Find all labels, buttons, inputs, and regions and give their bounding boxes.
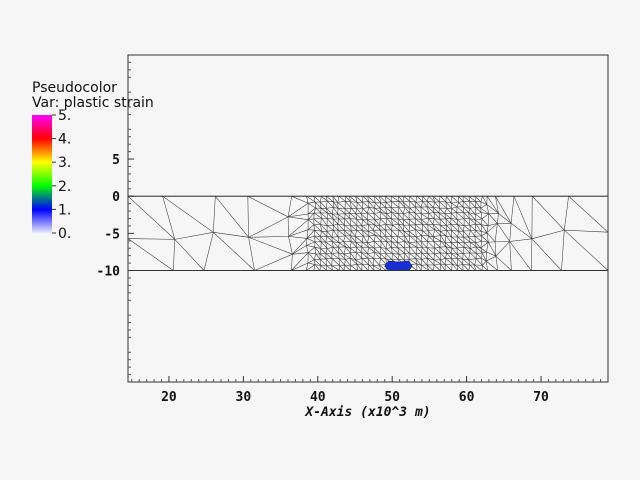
x-tick-label: 40 — [310, 390, 326, 405]
mesh-edges — [127, 195, 609, 272]
colorbar — [32, 115, 52, 233]
y-tick-label: -5 — [104, 227, 120, 242]
axis-minor-ticks — [128, 61, 602, 382]
legend-tick-label: 5. — [58, 108, 71, 124]
x-axis-title: X-Axis (x10^3 m) — [304, 405, 430, 420]
plot-frame — [127, 54, 609, 383]
x-tick-label: 70 — [533, 390, 549, 405]
mesh — [127, 195, 609, 272]
y-tick-label: 0 — [112, 190, 120, 205]
legend-tick-label: 2. — [58, 179, 71, 195]
plastic-strain-patch — [384, 260, 413, 271]
domain-boundaries — [128, 195, 608, 272]
legend-tick-label: 4. — [58, 132, 71, 148]
legend-tick-label: 3. — [58, 155, 71, 171]
plastic-strain-region — [384, 260, 413, 271]
legend: Pseudocolor Var: plastic strain 5. 4. 3. 2.… — [32, 80, 154, 242]
y-tick-label: 5 — [112, 153, 120, 168]
x-tick-label: 20 — [161, 390, 177, 405]
x-tick-label: 60 — [459, 390, 475, 405]
legend-tick-label: 0. — [58, 226, 71, 242]
y-tick-label: -10 — [97, 265, 121, 280]
x-axis-ticks: 20 30 40 50 60 70 — [161, 376, 549, 405]
legend-title: Pseudocolor — [32, 80, 117, 96]
x-tick-label: 50 — [384, 390, 400, 405]
legend-var-label: Var: plastic strain — [32, 95, 154, 111]
x-tick-label: 30 — [236, 390, 252, 405]
y-axis-ticks: 5 0 -5 -10 — [97, 153, 134, 280]
legend-tick-label: 1. — [58, 202, 71, 218]
